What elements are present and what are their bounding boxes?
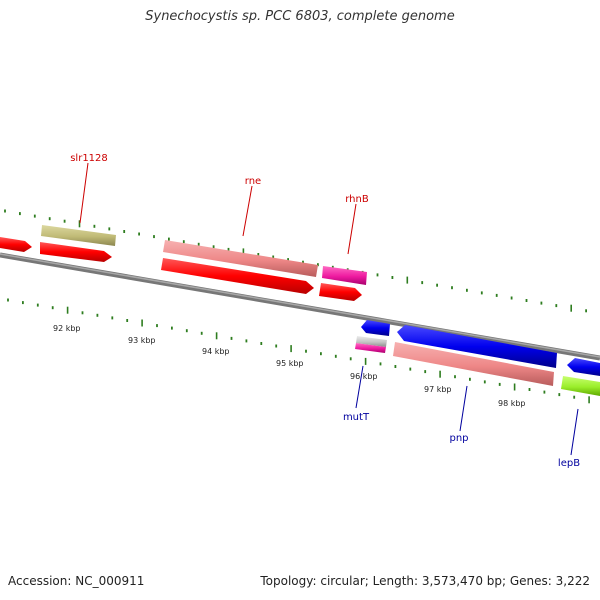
leader-line-rhnB [347,203,357,255]
scale-tick-label-96kbp: 96 kbp [350,372,378,381]
leader-line-mutT [355,365,364,409]
genome-summary-label: Topology: circular; Length: 3,573,470 bp… [260,574,590,588]
gene-label-mutT[interactable]: mutT [343,412,370,423]
gene-feature-mutT-grey[interactable] [356,336,387,347]
leader-line-pnp [459,385,468,432]
scale-tick-label-95kbp: 95 kbp [276,359,304,368]
gene-arrow-lepB[interactable] [567,358,600,376]
gene-feature-lepB-green[interactable] [561,376,600,396]
gene-feature-mutT-magenta[interactable] [355,343,386,353]
accession-label: Accession: NC_000911 [8,574,145,588]
gene-label-lepB[interactable]: lepB [558,458,580,469]
gene-arrow-pnp[interactable] [397,325,557,368]
gene-arrow-rhnB[interactable] [319,283,362,301]
gene-feature-pnp-pink[interactable] [393,342,554,386]
gene-label-pnp[interactable]: pnp [449,433,468,444]
gene-arrow-rne[interactable] [161,258,314,294]
gene-feature-slr1128-olive[interactable] [41,225,116,246]
leader-line-slr1128 [79,162,89,224]
gene-feature-rhnB-magenta[interactable] [322,266,367,285]
map-title: Synechocystis sp. PCC 6803, complete gen… [145,9,455,24]
genome-backbone [0,252,600,361]
gene-feature-rne-pink[interactable] [163,240,318,277]
scale-tick-label-94kbp: 94 kbp [202,347,230,356]
gene-label-slr1128[interactable]: slr1128 [70,153,108,164]
gene-arrow-mutT[interactable] [361,320,390,336]
gene-label-rne[interactable]: rne [245,176,261,187]
forward-strand-features [0,225,367,301]
gene-label-rhnB[interactable]: rhnB [345,194,369,205]
scale-tick-label-92kbp: 92 kbp [53,324,81,333]
lower-tick-track [7,298,590,404]
gene-arrow-slr1128[interactable] [40,242,112,262]
scale-tick-label-98kbp: 98 kbp [498,399,526,408]
upper-tick-track [4,209,587,313]
gene-arrow-red-left[interactable] [0,237,32,252]
label-leader-lines [79,162,579,456]
reverse-strand-features [355,320,600,396]
leader-line-rne [242,185,253,237]
leader-line-lepB [570,408,579,456]
scale-tick-label-93kbp: 93 kbp [128,336,156,345]
scale-tick-label-97kbp: 97 kbp [424,385,452,394]
